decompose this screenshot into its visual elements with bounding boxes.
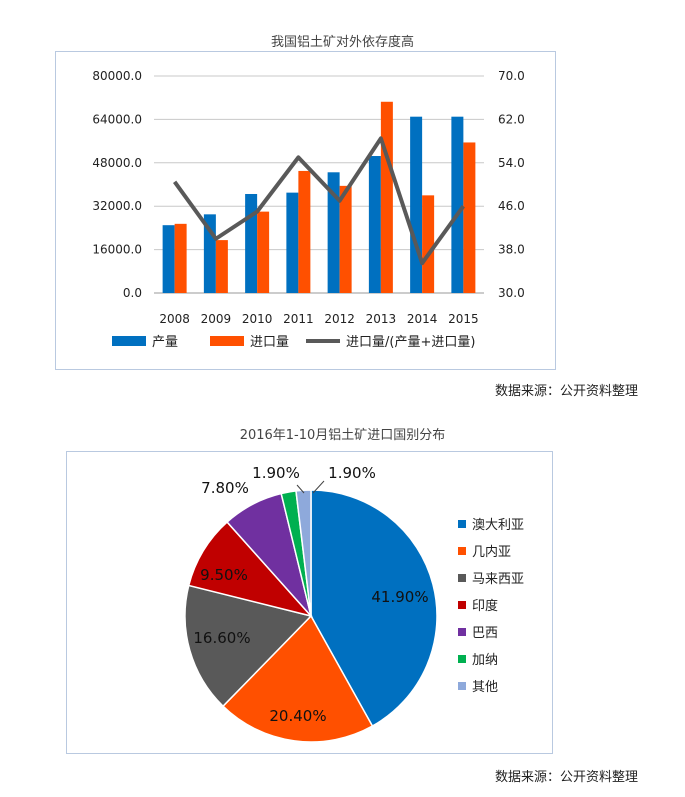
bar-production (245, 193, 258, 293)
legend-swatch (458, 547, 466, 555)
pie-data-label: 9.50% (200, 566, 248, 584)
legend-swatch (458, 520, 466, 528)
bar-import (380, 101, 393, 293)
legend-label: 印度 (472, 598, 498, 614)
legend-swatch (458, 655, 466, 663)
legend-label: 加纳 (472, 653, 498, 668)
bar-import (257, 211, 270, 293)
pie-slice (187, 520, 314, 618)
chart1-svg: 0.0 16000.0 32000.0 48000.0 64000.0 80000.0 30… (92, 69, 525, 350)
bar-production (286, 192, 299, 293)
bar-production (368, 156, 381, 293)
legend-swatch (458, 628, 466, 636)
y-right-tick-label: 70.0 (498, 69, 525, 83)
x-tick-label: 2008 (159, 312, 190, 326)
legend-label: 几内亚 (472, 544, 511, 560)
legend-swatch (458, 601, 466, 609)
y-left-tick-label: 0.0 (123, 286, 142, 300)
bar-import (215, 240, 228, 293)
chart1-source: 数据来源：公开资料整理 (494, 384, 638, 399)
legend-swatch (458, 682, 466, 690)
x-tick-label: 2011 (283, 312, 314, 326)
pie-slice (310, 489, 438, 728)
y-right-tick-label: 62.0 (498, 112, 525, 126)
pie-data-label: 41.90% (371, 588, 428, 606)
chart2-svg: 41.90%20.40%16.60%9.50%7.80%1.90% 1.90%澳大… (184, 464, 524, 743)
chart1-panel: 0.0 16000.0 32000.0 48000.0 64000.0 80000.0 30… (55, 51, 556, 370)
x-tick-label: 2009 (201, 312, 232, 326)
legend-swatch (210, 336, 244, 346)
legend-label: 澳大利亚 (472, 517, 524, 533)
pie-slice (295, 489, 312, 617)
y-right-tick-label: 54.0 (498, 156, 525, 170)
chart2-panel: 41.90% 20.40% 16.60% 9.50% 7.80% 1.90% 1.90% 澳大… (66, 451, 553, 754)
pie-data-label: 20.40% (269, 707, 326, 725)
bar-import (339, 185, 352, 293)
legend-swatch (112, 336, 146, 346)
bar-import (298, 170, 311, 293)
legend-label: 产量 (152, 335, 178, 350)
chart2-source: 数据来源：公开资料整理 (494, 770, 638, 785)
ratio-line (173, 136, 465, 266)
legend-label: 进口量 (250, 335, 289, 350)
chart1-title: 我国铝土矿对外依存度高 (270, 35, 414, 50)
y-right-tick-label: 46.0 (498, 199, 525, 213)
x-tick-label: 2015 (448, 312, 479, 326)
y-left-tick-label: 32000.0 (92, 199, 142, 213)
y-right-tick-label: 30.0 (498, 286, 525, 300)
bar-production (451, 116, 464, 293)
x-tick-label: 2014 (407, 312, 438, 326)
x-tick-label: 2012 (324, 312, 355, 326)
pie-data-label: 16.60% (193, 629, 250, 647)
bar-production (162, 225, 175, 293)
bar-import (463, 142, 476, 293)
leader-line (312, 480, 325, 494)
pie-slice (184, 584, 313, 708)
chart2-title: 2016年1-10月铝土矿进口国别分布 (239, 428, 446, 443)
legend-label: 其他 (472, 680, 498, 695)
y-left-tick-label: 80000.0 (92, 69, 142, 83)
x-tick-label: 2013 (366, 312, 397, 326)
bar-production (410, 116, 423, 293)
legend-label: 马来西亚 (472, 572, 524, 587)
pie-data-label: 1.90% (328, 464, 376, 482)
y-left-tick-label: 64000.0 (92, 112, 142, 126)
bar-import (174, 223, 187, 293)
legend-label: 进口量/(产量+进口量) (346, 335, 475, 350)
bar-import (422, 195, 435, 293)
leader-line (296, 484, 305, 494)
y-left-tick-label: 16000.0 (92, 243, 142, 257)
x-tick-label: 2010 (242, 312, 273, 326)
legend-swatch (458, 574, 466, 582)
pie-slice (221, 614, 374, 743)
pie-data-label: 7.80% (201, 479, 249, 497)
bar-production (327, 172, 340, 293)
legend-label: 巴西 (472, 626, 498, 641)
y-right-tick-label: 38.0 (498, 243, 525, 257)
pie-data-label: 1.90% (252, 464, 300, 482)
y-left-tick-label: 48000.0 (92, 156, 142, 170)
